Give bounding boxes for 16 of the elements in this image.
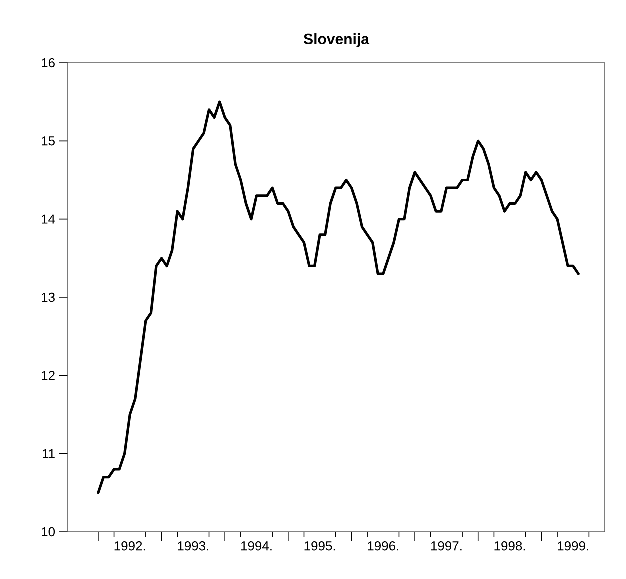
x-tick-label: 1993. — [178, 542, 209, 551]
y-tick-label: 14 — [42, 214, 56, 224]
x-tick-label: 1998. — [494, 542, 526, 551]
x-tick-label: 1996. — [368, 542, 398, 551]
y-tick-label: 12 — [42, 371, 55, 380]
y-tick-label: 10 — [42, 527, 56, 537]
y-tick-label: 13 — [42, 292, 55, 302]
x-tick-label: 1994. — [241, 542, 272, 551]
x-tick-label: 1997. — [431, 542, 462, 551]
x-tick-label: 1995. — [304, 542, 336, 551]
x-tick-label: 1999. — [558, 542, 588, 551]
y-tick-label: 16 — [42, 58, 55, 68]
chart-title: Slovenija — [304, 33, 370, 48]
y-tick-label: 15 — [42, 136, 55, 146]
y-tick-label: 11 — [43, 449, 55, 458]
x-tick-label: 1992. — [114, 542, 146, 551]
